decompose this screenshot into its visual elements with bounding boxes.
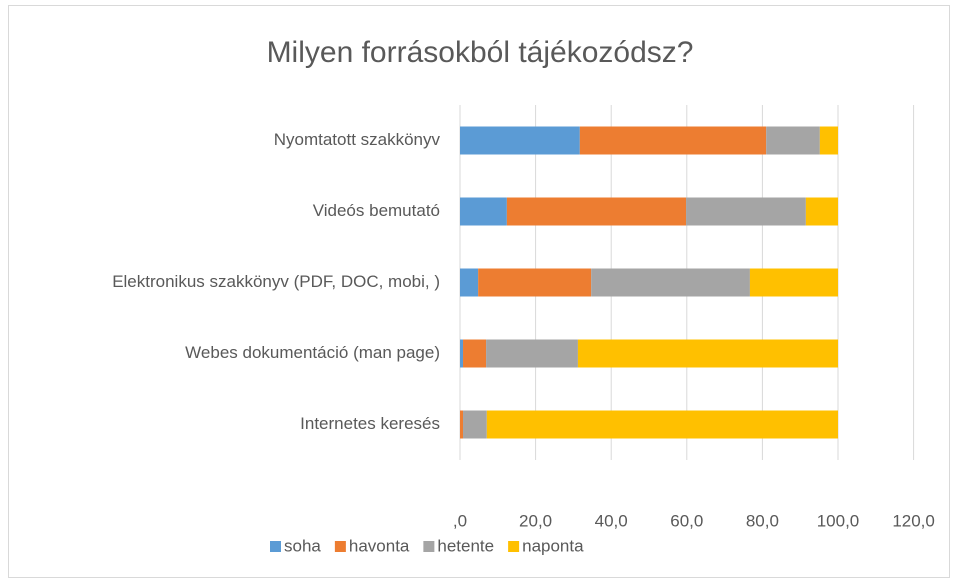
chart-title: Milyen forrásokból tájékozódsz?	[267, 36, 694, 69]
x-tick-label: ,0	[453, 511, 467, 530]
legend-label: soha	[284, 536, 321, 555]
bar-segment	[463, 339, 487, 368]
legend-label: naponta	[522, 536, 584, 555]
bar-segment	[805, 197, 838, 226]
legend-label: havonta	[349, 536, 410, 555]
bar-segment	[686, 197, 806, 226]
bar-segment	[749, 268, 838, 297]
x-tick-label: 100,0	[817, 511, 860, 530]
bar-segment	[579, 126, 767, 155]
bar-segment	[506, 197, 687, 226]
x-tick-label: 120,0	[892, 511, 935, 530]
bar-segment	[766, 126, 820, 155]
x-tick-label: 80,0	[746, 511, 779, 530]
bar-segment	[478, 268, 592, 297]
bar-segment	[486, 410, 838, 439]
legend-swatch	[334, 541, 346, 552]
bar-segment	[460, 339, 464, 368]
bar-segment	[577, 339, 838, 368]
bar-segment	[591, 268, 750, 297]
x-tick-label: 20,0	[519, 511, 552, 530]
bar-segment	[463, 410, 487, 439]
bar-segment	[460, 410, 464, 439]
x-tick-label: 40,0	[595, 511, 628, 530]
bar-segment	[460, 268, 479, 297]
y-tick-label: Nyomtatott szakkönyv	[274, 130, 441, 149]
y-tick-label: Videós bemutató	[313, 201, 440, 220]
legend-swatch	[270, 541, 281, 552]
y-tick-label: Elektronikus szakkönyv (PDF, DOC, mobi, …	[112, 272, 440, 291]
y-tick-label: Webes dokumentáció (man page)	[185, 343, 440, 362]
bar-segment	[819, 126, 838, 155]
bar-segment	[460, 197, 507, 226]
legend-label: hetente	[437, 536, 494, 555]
x-tick-label: 60,0	[670, 511, 703, 530]
legend-swatch	[508, 541, 520, 552]
y-tick-label: Internetes keresés	[300, 414, 440, 433]
bar-segment	[486, 339, 578, 368]
legend-swatch	[423, 541, 435, 552]
bar-segment	[460, 126, 580, 155]
